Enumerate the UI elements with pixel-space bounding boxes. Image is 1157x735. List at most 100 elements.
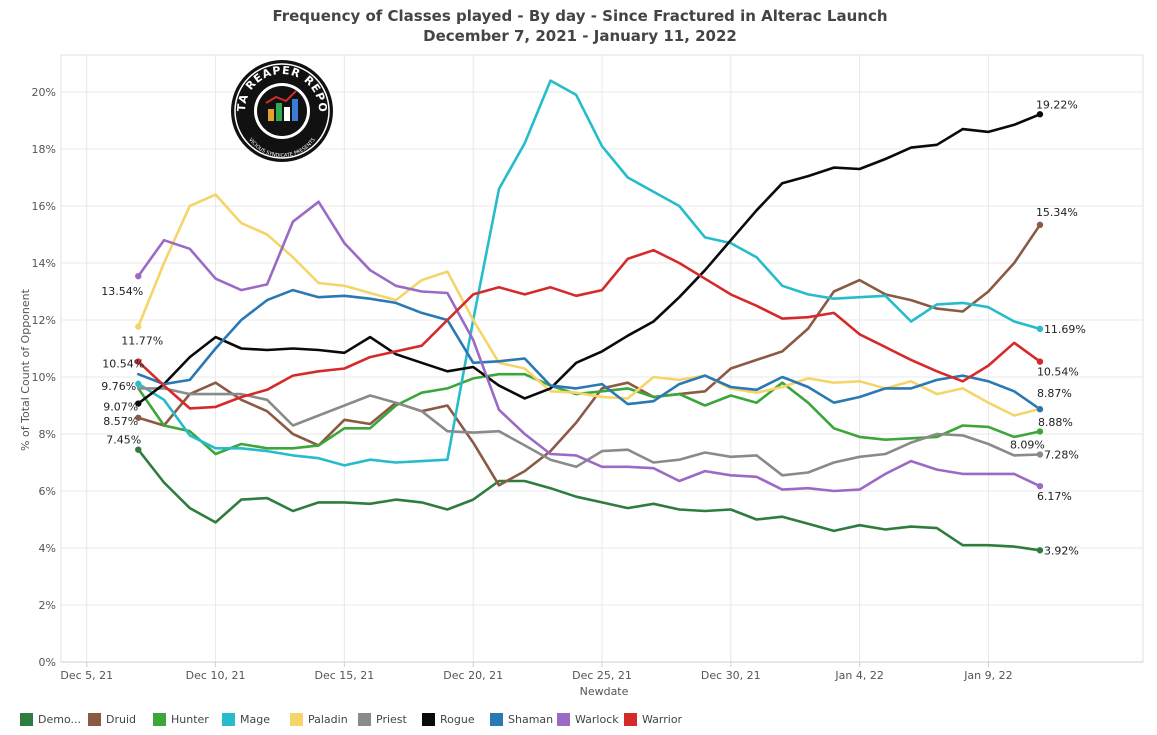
chart-subtitle: December 7, 2021 - January 11, 2022 [423,27,737,45]
legend-item-priest[interactable]: Priest [358,713,408,726]
legend-item-warlock[interactable]: Warlock [557,713,619,726]
x-tick-label: Dec 10, 21 [186,669,246,682]
series-labels: 7.45% 3.92% 8.57% 15.34% 8.09% 9.76% 11.69% 11.… [101,98,1086,557]
series-start-label-demo: 7.45% [106,434,141,447]
series-line-paladin [137,193,1042,417]
series-start-label-paladin: 11.77% [121,335,163,348]
x-tick-label: Dec 15, 21 [314,669,374,682]
legend-swatch [624,713,637,726]
series-end-label-mage: 11.69% [1044,323,1086,336]
y-tick-label: 2% [39,599,56,612]
series-start-label-warlock: 13.54% [101,285,143,298]
y-tick-label: 12% [32,314,56,327]
series-end-label-hunter: 8.09% [1010,438,1045,451]
series-start-label-warrior: 10.54% [102,358,144,371]
series-end-point-rogue [1036,111,1044,118]
data-reaper-logo: DATA REAPER REPORT VICIOUS SYNDICATE PRE… [231,60,333,162]
gridlines [60,54,1144,663]
x-tick-label: Jan 4, 22 [834,669,883,682]
series-end-label-druid: 15.34% [1036,206,1078,219]
series-end-label-paladin: 8.88% [1038,416,1073,429]
x-tick-label: Dec 25, 21 [572,669,632,682]
legend-label: Paladin [308,713,348,726]
legend-swatch [153,713,166,726]
y-tick-label: 4% [39,542,56,555]
series-start-point-paladin [135,323,142,330]
series-start-label-rogue: 9.07% [103,401,138,414]
legend-label: Mage [240,713,270,726]
series-start-point-demo [135,446,142,453]
series-line-priest [137,387,1042,477]
legend-swatch [20,713,33,726]
x-tick-label: Dec 5, 21 [60,669,113,682]
y-tick-label: 16% [32,200,56,213]
series-end-point-warrior [1036,358,1044,365]
legend-label: Hunter [171,713,209,726]
series-end-label-priest: 7.28% [1044,449,1079,462]
series-end-label-demo: 3.92% [1044,544,1079,557]
series-start-label-druid: 8.57% [103,415,138,428]
series-start-point-rogue [135,400,142,407]
series-line-shaman [137,288,1042,411]
series-start-label-mage: 9.76% [101,380,136,393]
series-line-demo [137,448,1042,552]
legend-swatch [358,713,371,726]
legend-label: Priest [376,713,408,726]
series-lines [137,79,1042,552]
x-tick-label: Dec 20, 21 [443,669,503,682]
legend: Demo... Druid Hunter Mage Paladin Priest Rogue… [20,713,683,726]
series-end-point-druid [1036,221,1044,229]
x-tick-label: Dec 30, 21 [701,669,761,682]
legend-swatch [557,713,570,726]
x-axis-label: Newdate [580,685,629,698]
legend-label: Druid [106,713,136,726]
series-end-label-warlock: 6.17% [1037,490,1072,503]
series-line-warrior [137,248,1042,410]
series-end-point-hunter [1036,428,1044,435]
series-start-point-warrior [135,358,142,365]
legend-swatch [290,713,303,726]
legend-label: Warrior [642,713,683,726]
series-end-point-priest [1036,451,1044,458]
legend-label: Rogue [440,713,475,726]
y-tick-label: 14% [32,257,56,270]
series-end-point-demo [1036,547,1044,554]
series-end-point-shaman [1036,406,1044,413]
logo-bar-icon [265,90,298,121]
series-end-point-mage [1036,325,1044,333]
legend-item-warrior[interactable]: Warrior [624,713,683,726]
series-end-point-warlock [1036,482,1044,490]
legend-item-hunter[interactable]: Hunter [153,713,209,726]
series-start-point-druid [135,414,142,421]
series-end-label-warrior: 10.54% [1037,366,1079,379]
legend-item-demo[interactable]: Demo... [20,713,81,726]
y-tick-label: 18% [32,143,56,156]
series-line-mage [137,79,1042,467]
legend-item-shaman[interactable]: Shaman [490,713,553,726]
series-line-druid [137,223,1042,487]
series-end-label-rogue: 19.22% [1036,98,1078,111]
legend-label: Shaman [508,713,553,726]
legend-item-rogue[interactable]: Rogue [422,713,475,726]
legend-swatch [490,713,503,726]
series-end-label-shaman: 8.87% [1037,387,1072,400]
series-line-warlock [137,200,1042,493]
y-tick-label: 0% [39,656,56,669]
legend-label: Demo... [38,713,81,726]
legend-item-mage[interactable]: Mage [222,713,270,726]
legend-swatch [88,713,101,726]
legend-label: Warlock [575,713,619,726]
legend-item-paladin[interactable]: Paladin [290,713,348,726]
y-axis: 0% 2% 4% 6% 8% 10% 12% 14% 16% 18% 20% [32,86,56,669]
legend-swatch [222,713,235,726]
x-axis: Dec 5, 21 Dec 10, 21 Dec 15, 21 Dec 20, 21 D… [60,661,1143,682]
y-tick-label: 8% [39,428,56,441]
y-tick-label: 20% [32,86,56,99]
y-axis-label: % of Total Count of Opponent [19,288,32,451]
legend-swatch [422,713,435,726]
x-tick-label: Jan 9, 22 [963,669,1012,682]
series-line-rogue [137,113,1042,405]
legend-item-druid[interactable]: Druid [88,713,136,726]
series-start-point-warlock [135,272,142,280]
